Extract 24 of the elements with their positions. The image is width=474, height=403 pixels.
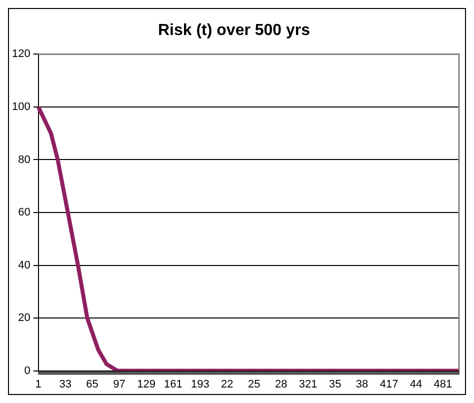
y-tick-label: 40	[18, 259, 30, 272]
x-tick-label: 321	[298, 378, 318, 390]
x-tick-label: 417	[380, 378, 398, 390]
y-tick-label: 20	[18, 312, 30, 324]
x-tick-label: 1	[35, 378, 42, 390]
x-tick-label: 25	[248, 378, 260, 390]
x-tick-label: 481	[434, 378, 452, 390]
x-tick-label: 38	[356, 378, 368, 390]
x-tick-label: 22	[221, 378, 234, 390]
x-tick-label: 33	[59, 378, 72, 390]
y-tick-label: 120	[12, 48, 30, 60]
x-tick-label: 35	[328, 378, 342, 390]
y-tick-label: 60	[18, 206, 30, 219]
y-tick-label: 0	[24, 364, 30, 377]
x-tick-label: 65	[86, 378, 98, 390]
x-tick-label: 28	[275, 378, 288, 390]
chart-title: Risk (t) over 500 yrs	[158, 22, 310, 40]
x-tick-label: 97	[113, 378, 126, 390]
x-tick-label: 129	[137, 378, 156, 390]
y-tick-label: 100	[12, 101, 30, 113]
y-tick-label: 80	[18, 154, 30, 166]
x-tick-label: 44	[410, 378, 422, 390]
x-tick-label: 193	[191, 378, 210, 390]
x-tick-label: 161	[164, 378, 182, 390]
